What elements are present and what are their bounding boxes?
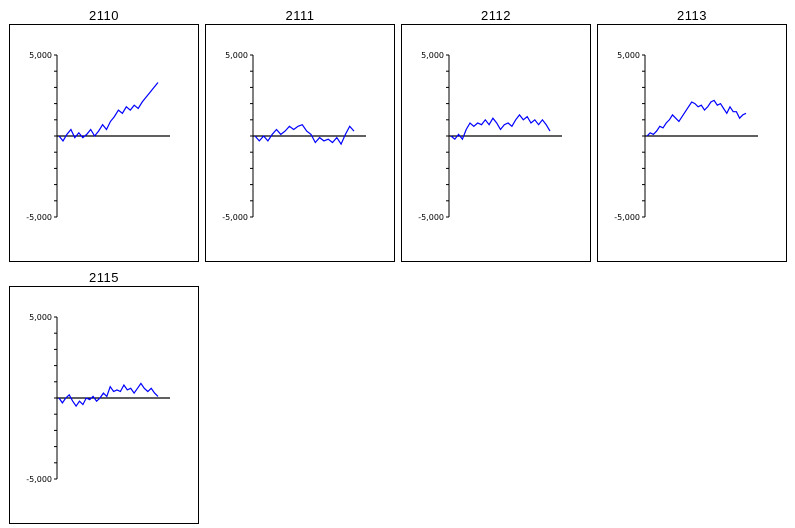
chart-panel-2113: 2113 5,000 -5,000	[597, 8, 787, 262]
chart-panel-2111: 2111 5,000 -5,000	[205, 8, 395, 262]
plot-frame: 5,000 -5,000	[597, 24, 787, 262]
chart-svg: 5,000 -5,000	[418, 51, 562, 222]
series-line	[58, 382, 159, 408]
y-tick-label: -5,000	[26, 475, 52, 484]
plot-frame: 5,000 -5,000	[9, 286, 199, 524]
plot-frame: 5,000 -5,000	[9, 24, 199, 262]
chart-title: 2115	[89, 270, 119, 285]
y-tick-label: -5,000	[26, 213, 52, 222]
y-tick-label: -5,000	[614, 213, 640, 222]
y-tick-label: -5,000	[418, 213, 444, 222]
y-tick-label: 5,000	[225, 51, 248, 60]
series-line	[254, 123, 355, 146]
y-tick-label: 5,000	[421, 51, 444, 60]
series-line	[58, 82, 159, 142]
chart-svg: 5,000 -5,000	[26, 313, 170, 484]
y-tick-label: -5,000	[222, 213, 248, 222]
y-tick-label: 5,000	[29, 51, 52, 60]
chart-title: 2112	[481, 8, 511, 23]
series-line	[646, 99, 747, 137]
chart-svg: 5,000 -5,000	[614, 51, 758, 222]
chart-title: 2111	[285, 8, 315, 23]
y-tick-label: 5,000	[29, 313, 52, 322]
chart-panel-2115: 2115 5,000 -5,000	[9, 270, 199, 524]
chart-title: 2110	[89, 8, 119, 23]
chart-panel-2110: 2110 5,000 -5,000	[9, 8, 199, 262]
plot-frame: 5,000 -5,000	[401, 24, 591, 262]
chart-svg: 5,000 -5,000	[222, 51, 366, 222]
chart-svg: 5,000 -5,000	[26, 51, 170, 222]
plot-frame: 5,000 -5,000	[205, 24, 395, 262]
chart-panel-2112: 2112 5,000 -5,000	[401, 8, 591, 262]
chart-title: 2113	[677, 8, 707, 23]
y-tick-label: 5,000	[617, 51, 640, 60]
series-line	[450, 113, 551, 141]
